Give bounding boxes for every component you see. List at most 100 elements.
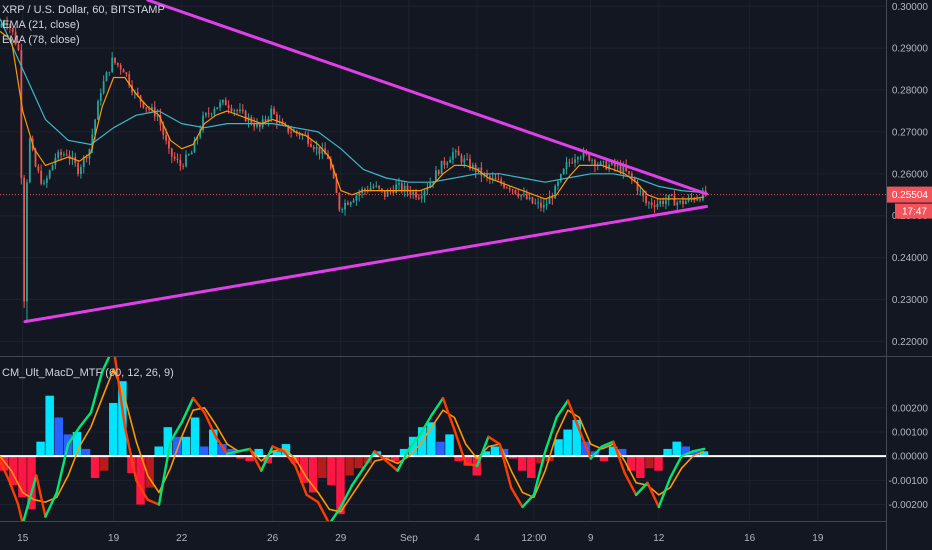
histogram-bar [345,456,354,476]
candle-body [588,153,591,161]
indicator-pane[interactable] [0,347,886,524]
histogram-bar [99,456,109,471]
candle-body [449,159,451,163]
last-price-tag [887,186,932,203]
candle-body [162,124,165,135]
macd-segment [225,450,240,455]
candle-body [505,187,508,189]
candle-body [386,190,389,197]
trendline-lower[interactable] [23,204,709,324]
candle-body [335,178,338,194]
histogram-bar [236,456,245,459]
candle-body [213,109,216,114]
candle-body [48,170,51,179]
candle-body [443,160,446,165]
candle-body [3,22,6,24]
time-tick-label: Sep [400,533,418,544]
macd-segment [55,442,70,494]
candle-body [156,115,159,117]
candle-body [636,181,639,191]
ema21-legend[interactable]: EMA (21, close) [2,19,80,31]
histogram-bar [454,456,463,462]
candle-body [9,25,11,29]
candle-body [60,151,62,156]
macd-segment [362,450,377,470]
candle-body [91,134,94,150]
macd-segment [203,411,218,439]
candle-body [312,146,315,150]
price-tick-label: 0.23000 [892,295,929,306]
trendline-upper[interactable] [146,0,709,196]
macd-segment [78,411,93,429]
candle-body [423,190,426,197]
price-tick-label: 0.30000 [892,2,929,13]
macd-segment [101,357,111,373]
histogram-bar [672,441,681,457]
candle-body [224,99,227,106]
candle-body [662,200,664,205]
candle-body [474,164,477,172]
candle-body [647,202,650,204]
macd-segment [113,357,127,429]
histogram-bar [218,444,227,457]
candle-body [429,183,432,188]
histogram-bar [45,395,54,457]
candle-body [491,177,494,179]
macd-segment [22,498,31,521]
macd-segment [680,450,695,458]
candle-body [557,181,559,187]
histogram-bar [72,431,82,457]
histogram-bar [127,456,136,474]
candle-body [400,183,403,191]
candle-body [540,202,542,208]
ema78-legend[interactable]: EMA (78, close) [2,34,80,46]
candle-body [611,161,613,165]
candle-body [642,190,645,197]
candle-body [477,167,480,172]
histogram-bar [599,456,609,462]
macd-segment [419,413,433,436]
candle-body [85,156,88,159]
macd-segment [612,440,626,475]
candle-body [469,159,471,169]
candle-body [256,122,258,127]
histogram-bar [327,456,336,486]
macd-segment [544,416,558,453]
candle-body [372,186,375,188]
price-pane[interactable] [0,0,886,324]
candle-body [534,202,537,204]
candle-body [520,194,522,197]
candle-body [608,164,611,170]
symbol-title[interactable]: XRP / U.S. Dollar, 60, BITSTAMP [2,4,165,16]
candle-body [151,107,153,110]
histogram-bar [554,439,563,457]
histogram-bar [636,456,645,478]
candle-body [645,196,647,204]
macd-segment [498,442,513,489]
candle-body [190,152,193,155]
indicator-tick-label: 0.00200 [892,403,929,414]
candle-body [383,190,386,197]
candle-body [659,200,662,205]
histogram-bar [436,441,445,457]
histogram-bar [36,441,45,457]
candle-body [497,179,500,181]
candle-body [26,182,28,302]
macd-segment [396,447,411,472]
candle-body [227,105,230,109]
time-tick-label: 4 [474,533,480,544]
macd-segment [521,493,536,509]
candle-body [582,151,585,158]
histogram-bar [490,446,500,457]
time-tick-label: 19 [812,533,824,544]
histogram-bar [109,402,118,457]
macd-segment [441,396,456,431]
histogram-bar [445,434,454,457]
candle-body [346,202,349,205]
histogram-bar [654,456,663,471]
indicator-tick-label: 0.00000 [892,452,929,463]
candle-body [182,165,185,167]
candle-body [426,187,429,191]
indicator-title[interactable]: CM_Ult_MacD_MTF (60, 12, 26, 9) [2,367,174,379]
